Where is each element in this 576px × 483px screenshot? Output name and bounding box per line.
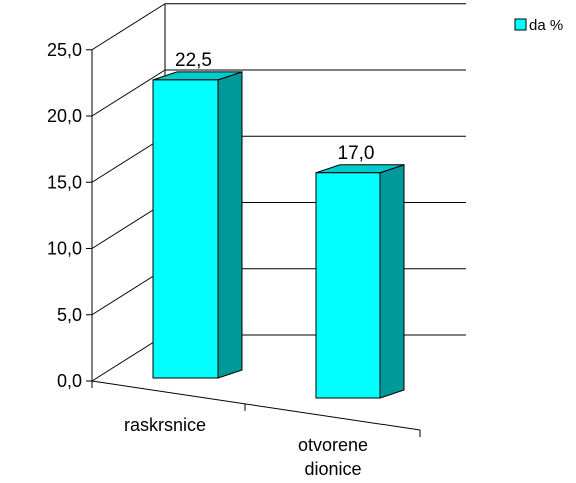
y-tick-label: 20,0 [47,106,82,126]
y-tick-label: 0,0 [57,371,82,391]
x-axis [91,380,421,431]
category-label: otvorene [298,435,368,455]
category-label: raskrsnice [124,415,206,435]
bar-side [379,164,405,399]
y-tick-label: 15,0 [47,172,82,192]
category-labels: raskrsnice otvorene dionice [124,415,368,479]
legend: da % [514,17,563,34]
data-label: 22,5 [175,50,212,71]
data-labels: 22,5 17,0 [175,50,374,164]
category-label: dionice [304,459,361,479]
gridline-diagonal [91,69,166,117]
bars [152,71,405,399]
gridline-diagonal [91,3,166,51]
y-tick-label: 25,0 [47,40,82,60]
bar [315,172,381,399]
y-tick-label: 10,0 [47,239,82,259]
legend-swatch [514,18,527,31]
data-label: 17,0 [338,143,375,164]
bar-side [217,71,243,379]
y-tick-labels: 0,0 5,0 10,0 15,0 20,0 25,0 [47,40,82,391]
bar [152,79,219,379]
gridlines [91,3,466,382]
legend-label: da % [529,17,563,34]
y-tick-label: 5,0 [57,305,82,325]
